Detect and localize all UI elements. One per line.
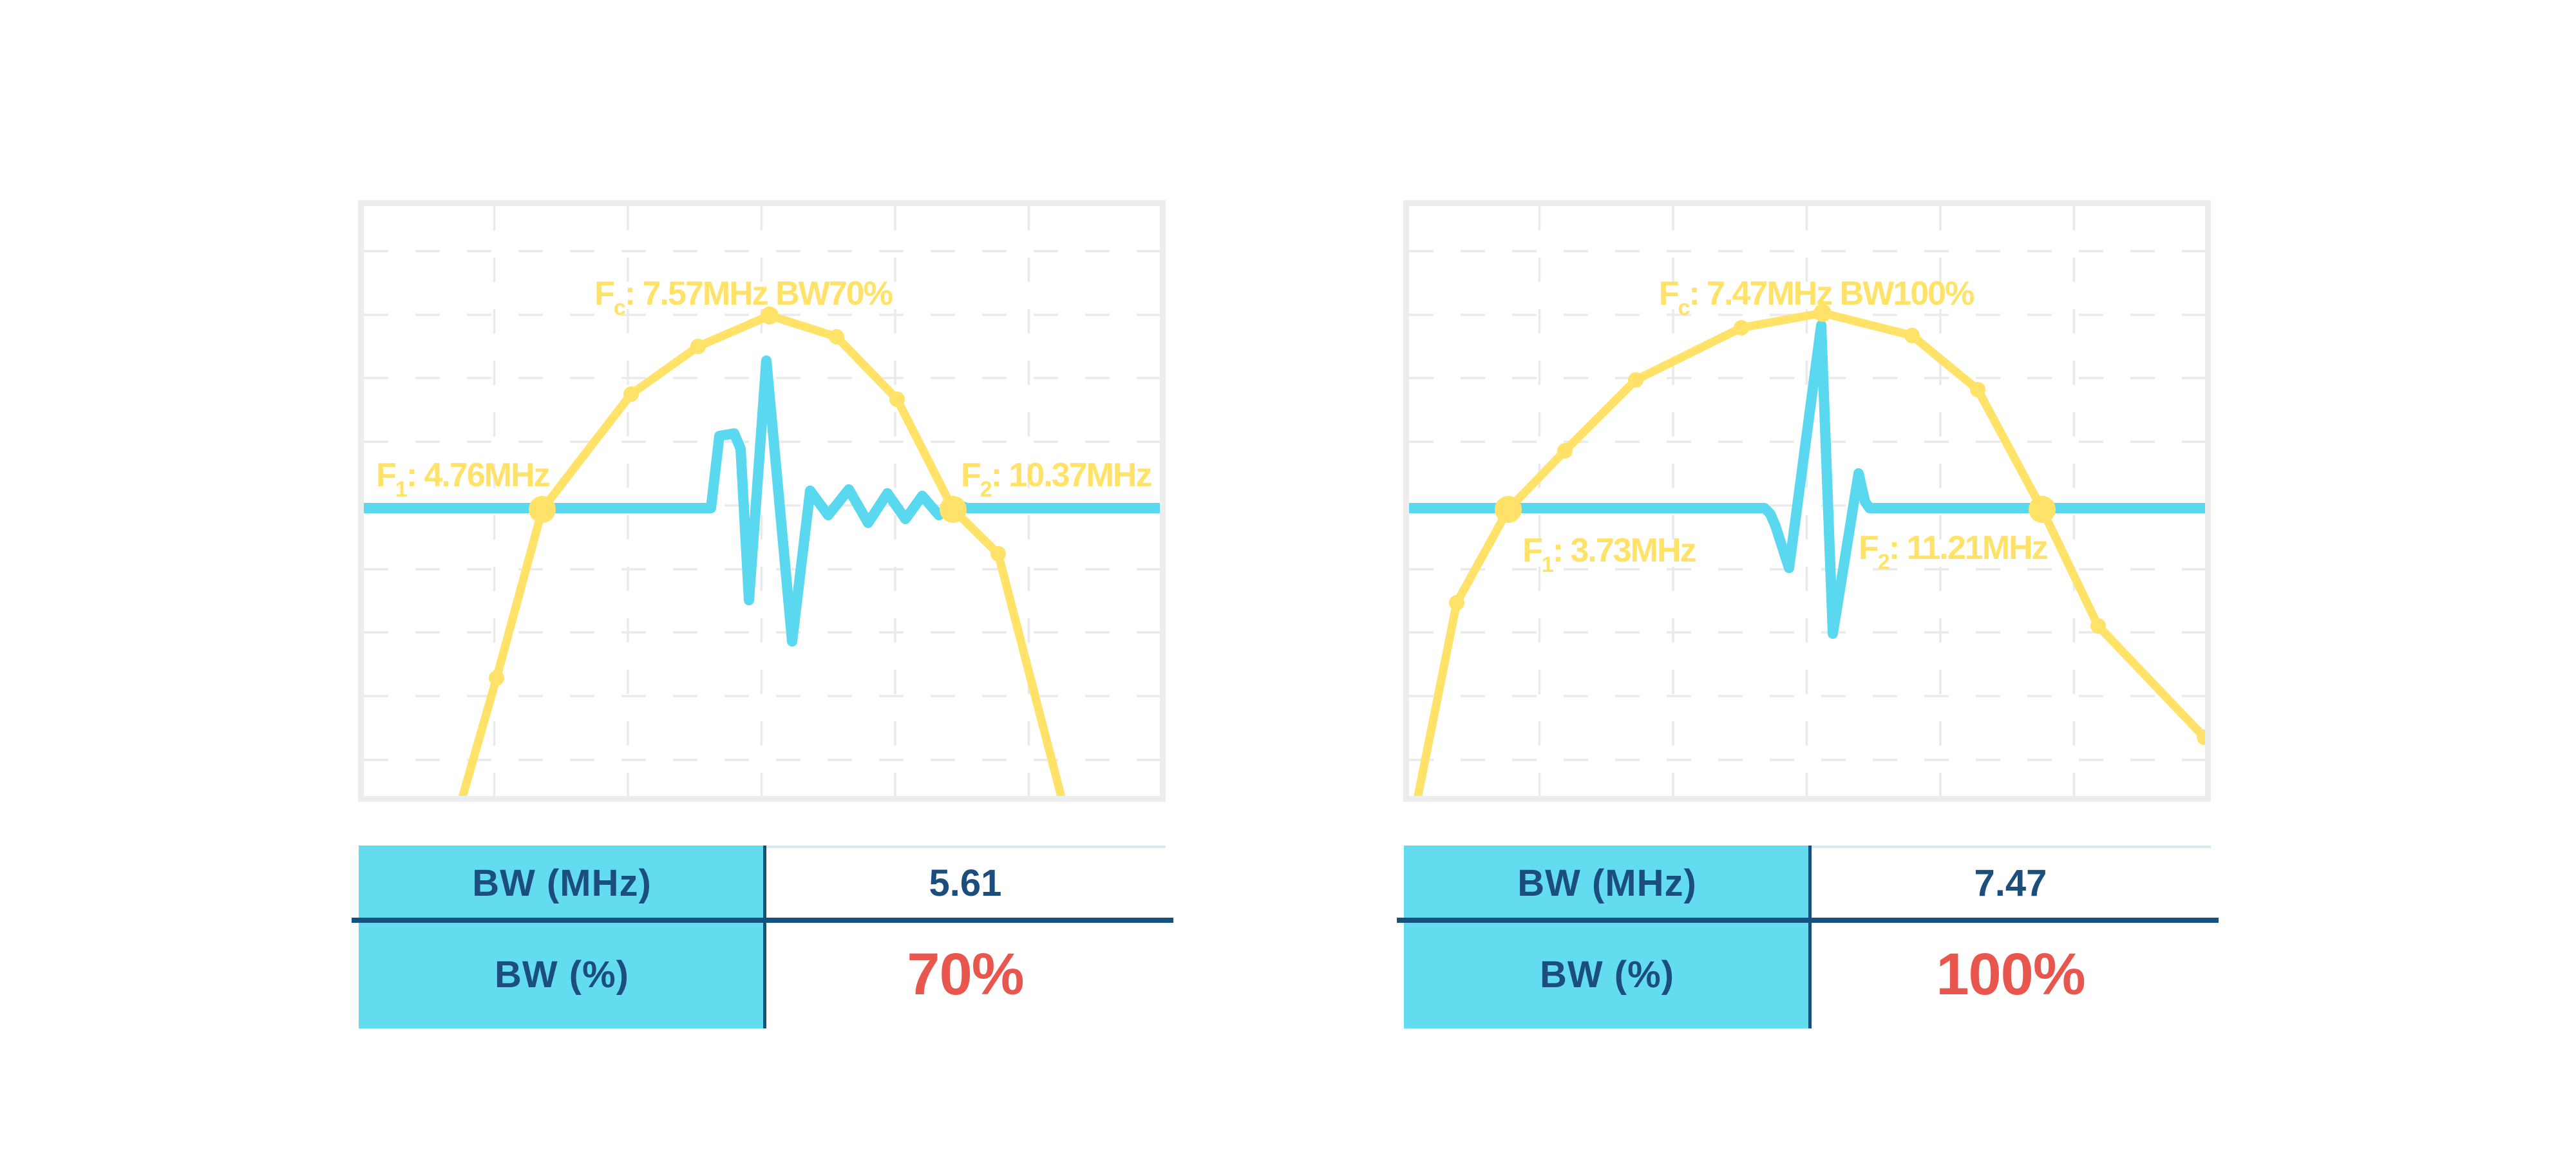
f2-annotation: F2: 10.37MHz [961, 457, 1151, 502]
fc-annotation: Fc: 7.57MHz BW70% [594, 275, 892, 320]
data-point-dot [1557, 443, 1573, 459]
fc-annotation: Fc: 7.47MHz BW100% [1659, 275, 1974, 320]
data-point-dot [1904, 328, 1920, 343]
data-point-dot [1495, 496, 1522, 523]
data-point-dot [1628, 372, 1643, 388]
chart-svg-bw70: Fc: 7.57MHz BW70% F1: 4.76MHz F2: 10.37M… [358, 200, 1166, 802]
data-point-dot [990, 546, 1006, 562]
pulse-waveform [1403, 320, 2211, 639]
data-point-dot [1970, 382, 1985, 397]
bw-table-left: BW (MHz) 5.61 BW (%) 70% [359, 846, 1166, 1028]
f1-annotation: F1: 4.76MHz [376, 457, 550, 502]
data-point-dot [623, 386, 639, 402]
table-column-divider [763, 846, 766, 1028]
data-point-dot [2029, 496, 2056, 523]
table-row-divider [352, 918, 1173, 923]
data-point-dot [1449, 595, 1464, 610]
chart-svg-bw100: Fc: 7.47MHz BW100% F1: 3.73MHz F2: 11.21… [1403, 200, 2211, 802]
data-point-dots [489, 307, 1006, 686]
f2-annotation: F2: 11.21MHz [1859, 529, 2048, 574]
panel-border [358, 200, 1166, 802]
chart-panel-bw70: Fc: 7.57MHz BW70% F1: 4.76MHz F2: 10.37M… [358, 200, 1166, 802]
bw-pct-value-cell: 100% [1810, 920, 2211, 1028]
bw-pct-label-cell: BW (%) [1404, 920, 1810, 1028]
value-column-top-line [1810, 846, 2211, 848]
table-row-divider [1397, 918, 2219, 923]
value-column-top-line [765, 846, 1166, 848]
spectrum-line [1412, 308, 2209, 802]
bw-pct-value-cell: 70% [765, 920, 1166, 1028]
panel-border [1403, 200, 2211, 802]
data-point-dot [1814, 304, 1832, 322]
data-point-dot [940, 496, 967, 523]
bw-mhz-value-cell: 5.61 [765, 846, 1166, 920]
table-row: BW (%) 70% [359, 920, 1166, 1028]
bw-pct-label-cell: BW (%) [359, 920, 765, 1028]
data-point-dot [489, 670, 504, 686]
data-point-dot [529, 496, 556, 523]
bw-mhz-value-cell: 7.47 [1810, 846, 2211, 920]
data-point-dot [690, 339, 706, 354]
bw-mhz-label-cell: BW (MHz) [359, 846, 765, 920]
pulse-waveform [358, 355, 1166, 647]
table-row: BW (MHz) 7.47 [1404, 846, 2211, 920]
data-point-dot [889, 392, 905, 407]
table-row: BW (MHz) 5.61 [359, 846, 1166, 920]
table-column-divider [1808, 846, 1812, 1028]
data-point-dot [761, 307, 779, 325]
data-point-dot [829, 329, 844, 345]
bw-table-right: BW (MHz) 7.47 BW (%) 100% [1404, 846, 2211, 1028]
data-point-dot [1734, 320, 1749, 336]
table-row: BW (%) 100% [1404, 920, 2211, 1028]
f1-annotation: F1: 3.73MHz [1522, 532, 1696, 577]
bw-mhz-label-cell: BW (MHz) [1404, 846, 1810, 920]
data-point-dot [2090, 618, 2106, 634]
data-point-dots [1449, 304, 2211, 745]
chart-panel-bw100: Fc: 7.47MHz BW100% F1: 3.73MHz F2: 11.21… [1403, 200, 2211, 802]
